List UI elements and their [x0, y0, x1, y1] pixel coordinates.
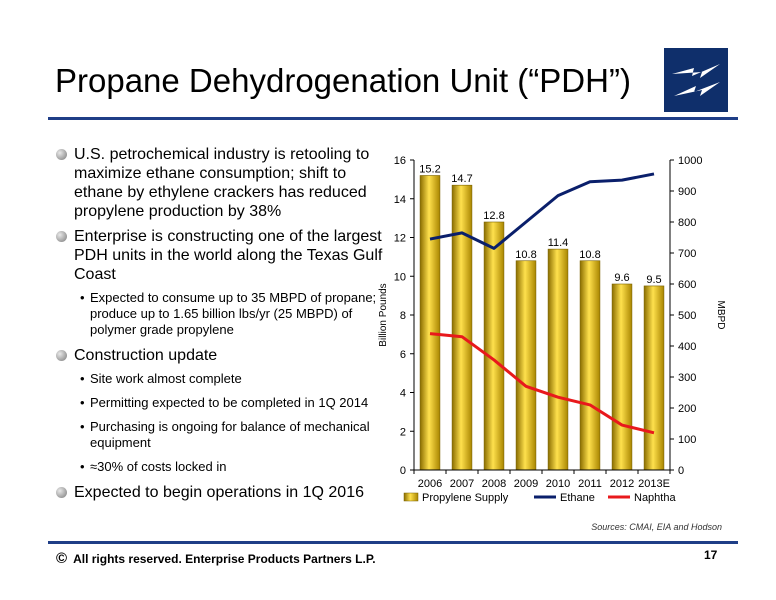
left-tick-label: 12 [394, 233, 406, 245]
y-axis-title: Billion Pounds [378, 283, 389, 346]
sub-bullet-text: Purchasing is ongoing for balance of mec… [90, 419, 370, 450]
x-tick-label: 2009 [514, 478, 538, 490]
line-ethane [429, 172, 655, 250]
bar-propylene-2010 [547, 248, 569, 471]
right-tick-label: 600 [678, 279, 696, 291]
footer-text: © All rights reserved. Enterprise Product… [56, 550, 376, 567]
bar-propylene-2007 [451, 184, 473, 471]
header-divider [48, 117, 738, 120]
left-tick-label: 10 [394, 271, 406, 283]
x-tick-label: 2012 [610, 478, 634, 490]
bar-value-label: 10.8 [515, 249, 536, 261]
bullet-item: Construction update [56, 346, 386, 365]
company-logo [664, 48, 728, 112]
bar-value-label: 9.6 [614, 272, 629, 284]
legend-label: Propylene Supply [422, 492, 509, 504]
propylene-supply-chart: 15.2 14.7 12.8 10.8 11.4 10.8 9.6 9.5 0 2 4 6 8 10 12… [378, 155, 726, 504]
bar-value-label: 14.7 [451, 173, 472, 185]
left-tick-label: 4 [400, 388, 406, 400]
y2-axis-title: MBPD [715, 301, 726, 330]
bullet-icon [56, 231, 67, 242]
right-tick-label: 0 [678, 465, 684, 477]
bullet-item: Expected to begin operations in 1Q 2016 [56, 483, 386, 502]
bar-value-label: 15.2 [419, 164, 440, 176]
bullet-icon [56, 350, 67, 361]
x-tick-label: 2010 [546, 478, 570, 490]
sub-bullet-item: • Permitting expected to be completed in … [56, 395, 386, 411]
lightning-bolt-logo-icon [672, 64, 720, 96]
bullet-text: Enterprise is constructing one of the la… [74, 228, 383, 283]
x-tick-label: 2008 [482, 478, 506, 490]
bar-propylene-2008 [483, 221, 505, 471]
bullet-icon [56, 149, 67, 160]
bar-propylene-2006 [419, 175, 441, 471]
legend-swatch-propylene [403, 492, 419, 502]
footer-divider [48, 541, 738, 544]
right-tick-label: 100 [678, 434, 696, 446]
right-tick-label: 700 [678, 248, 696, 260]
legend-label: Ethane [560, 492, 595, 504]
right-tick-label: 800 [678, 217, 696, 229]
bar-value-label: 12.8 [483, 210, 504, 222]
sub-bullet-item: • Purchasing is ongoing for balance of me… [56, 419, 386, 451]
right-tick-label: 300 [678, 372, 696, 384]
x-tick-label: 2006 [418, 478, 442, 490]
sub-bullet-item: • ≈30% of costs locked in [56, 459, 386, 475]
sub-bullet-icon: • [80, 371, 85, 386]
bar-propylene-2013E [643, 285, 665, 471]
left-tick-label: 6 [400, 349, 406, 361]
sub-bullet-item: • Site work almost complete [56, 371, 386, 387]
left-tick-label: 0 [400, 465, 406, 477]
sub-bullet-item: • Expected to consume up to 35 MBPD of pr… [56, 290, 386, 338]
x-tick-label: 2011 [578, 478, 602, 490]
left-tick-label: 2 [400, 426, 406, 438]
sub-bullet-text: ≈30% of costs locked in [90, 459, 227, 474]
x-tick-label: 2007 [450, 478, 474, 490]
line-naphtha [429, 332, 655, 435]
left-tick-label: 14 [394, 194, 406, 206]
sub-bullet-text: Permitting expected to be completed in 1… [90, 395, 369, 410]
right-tick-label: 200 [678, 403, 696, 415]
bar-propylene-2011 [579, 260, 601, 471]
right-tick-label: 400 [678, 341, 696, 353]
bullet-list: U.S. petrochemical industry is retooling… [56, 145, 386, 508]
sub-bullet-icon: • [80, 419, 85, 434]
bar-value-label: 10.8 [579, 249, 600, 261]
bar-value-label: 11.4 [548, 237, 569, 249]
legend-label: Naphtha [634, 492, 676, 504]
bullet-item: U.S. petrochemical industry is retooling… [56, 145, 386, 221]
sub-bullet-icon: • [80, 290, 85, 305]
bullet-text: Construction update [74, 347, 218, 364]
sub-bullet-icon: • [80, 459, 85, 474]
page-title: Propane Dehydrogenation Unit (“PDH”) [55, 62, 631, 99]
bullet-text: Expected to begin operations in 1Q 2016 [74, 484, 364, 501]
bar-propylene-2009 [515, 260, 537, 471]
bullet-text: U.S. petrochemical industry is retooling… [74, 146, 370, 220]
left-tick-label: 16 [394, 155, 406, 167]
right-tick-label: 1000 [678, 155, 702, 167]
sub-bullet-text: Site work almost complete [90, 371, 242, 386]
bar-propylene-2012 [611, 283, 633, 471]
right-tick-label: 500 [678, 310, 696, 322]
left-tick-label: 8 [400, 310, 406, 322]
x-tick-label: 2013E [638, 478, 670, 490]
bar-value-label: 9.5 [646, 274, 661, 286]
bullet-item: Enterprise is constructing one of the la… [56, 227, 386, 284]
right-tick-label: 900 [678, 186, 696, 198]
copyright-symbol: © [56, 550, 68, 567]
sub-bullet-text: Expected to consume up to 35 MBPD of pro… [90, 290, 377, 337]
sources-note: Sources: CMAI, EIA and Hodson [591, 522, 722, 532]
bullet-icon [56, 487, 67, 498]
footer-copyright: All rights reserved. Enterprise Products… [73, 552, 376, 566]
sub-bullet-icon: • [80, 395, 85, 410]
page-number: 17 [704, 548, 718, 562]
